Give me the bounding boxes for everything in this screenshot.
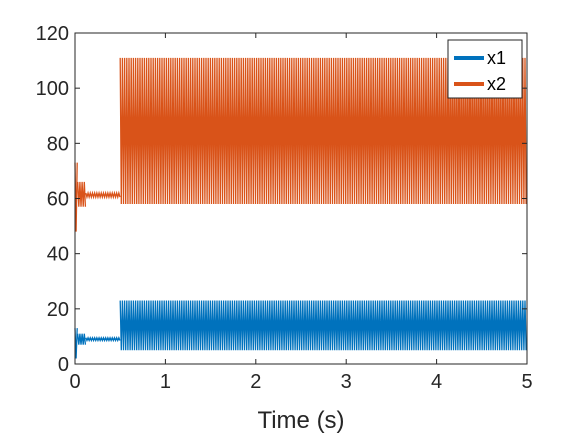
series-x1-segment	[119, 300, 527, 351]
series-x1-segment	[85, 336, 121, 343]
x-tick-label: 5	[521, 371, 532, 393]
legend-label-x2: x2	[487, 74, 506, 94]
x-tick-label: 2	[250, 371, 261, 393]
series-x2-segment	[119, 57, 527, 205]
y-tick-label: 80	[47, 133, 69, 155]
y-tick-label: 100	[36, 78, 69, 100]
x-tick-label: 4	[431, 371, 442, 393]
y-tick-label: 20	[47, 299, 69, 321]
x-axis: 0 1 2 3 4 5	[69, 33, 533, 393]
x-tick-label: 0	[69, 371, 80, 393]
x-tick-label: 1	[160, 371, 171, 393]
legend: x1 x2	[447, 39, 523, 99]
y-tick-label: 120	[36, 23, 69, 45]
series-x2	[74, 57, 527, 232]
series-layer	[74, 57, 527, 359]
series-x2-segment	[77, 181, 87, 207]
legend-box	[447, 39, 523, 99]
series-x1-segment	[77, 333, 87, 345]
y-tick-label: 0	[58, 354, 69, 376]
x-axis-label: Time (s)	[257, 407, 344, 434]
series-x2-segment	[85, 190, 121, 200]
y-tick-label: 40	[47, 244, 69, 266]
y-axis: 0 20 40 60 80 100 120	[36, 23, 527, 376]
x-tick-label: 3	[341, 371, 352, 393]
legend-label-x1: x1	[487, 48, 506, 68]
y-tick-label: 60	[47, 189, 69, 211]
